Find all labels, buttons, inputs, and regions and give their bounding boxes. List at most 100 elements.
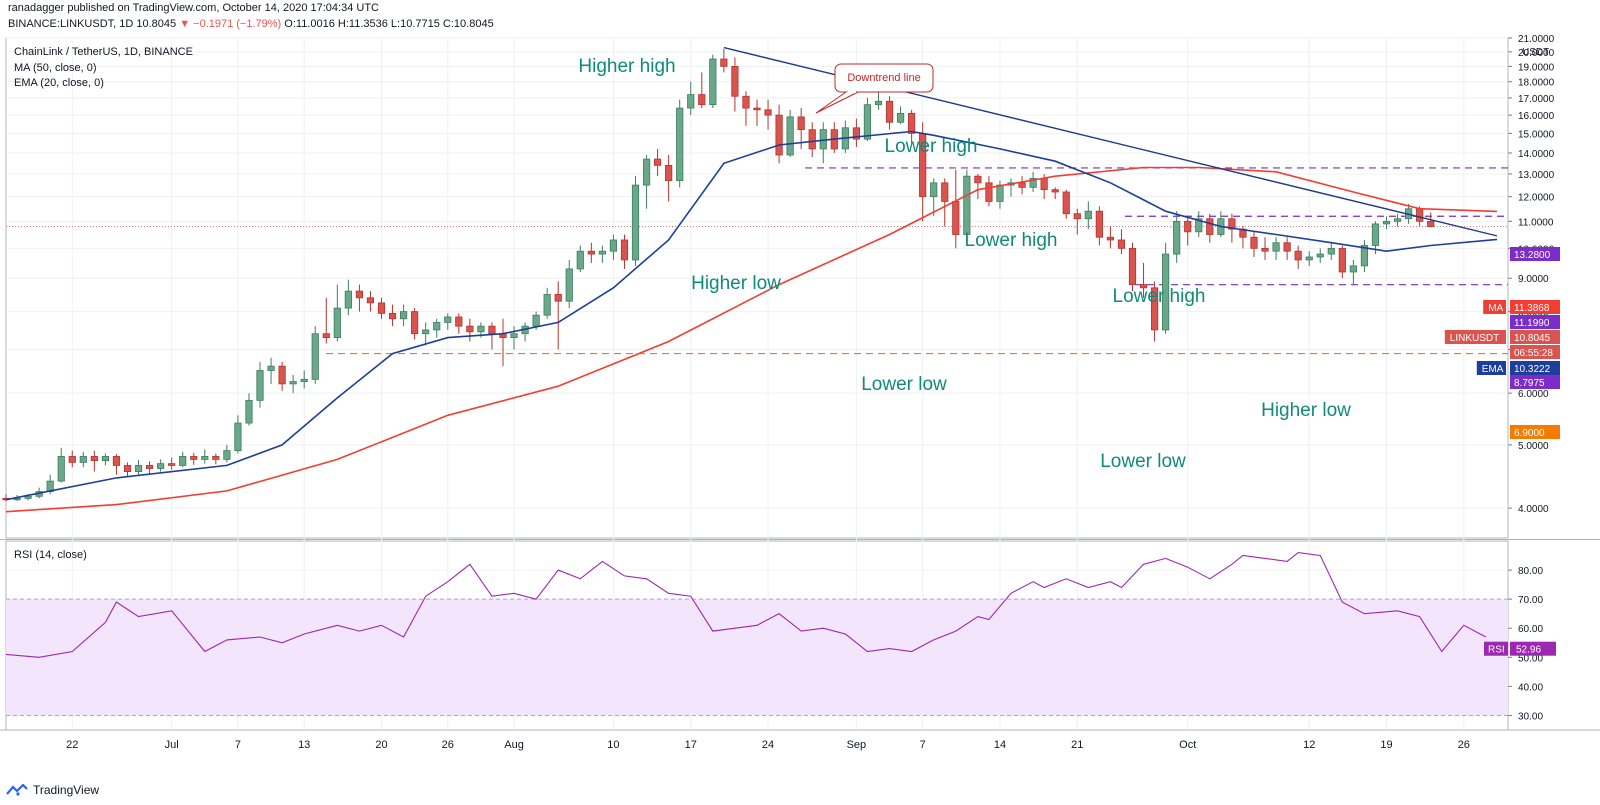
candle-down[interactable] <box>1040 177 1048 191</box>
candle-up[interactable] <box>598 250 606 255</box>
candle-up[interactable] <box>477 325 485 333</box>
candle-up[interactable] <box>79 456 87 463</box>
candle-down[interactable] <box>377 302 386 314</box>
candle-up[interactable] <box>101 456 109 462</box>
candle-down[interactable] <box>554 294 562 302</box>
candle-up[interactable] <box>344 290 352 309</box>
candle-up[interactable] <box>543 294 551 316</box>
candle-down[interactable] <box>665 164 673 181</box>
candle-down[interactable] <box>1150 287 1159 331</box>
candle-up[interactable] <box>234 422 242 451</box>
candle-up[interactable] <box>676 107 684 181</box>
candle-up[interactable] <box>1327 247 1335 255</box>
candle-down[interactable] <box>620 239 629 261</box>
candle-down[interactable] <box>411 311 419 335</box>
candle-down[interactable] <box>355 290 364 299</box>
candle-down[interactable] <box>808 129 816 150</box>
candle-down[interactable] <box>731 65 739 97</box>
candle-down[interactable] <box>123 465 132 473</box>
candle-up[interactable] <box>709 58 717 106</box>
candle-down[interactable] <box>1073 213 1081 220</box>
candle-up[interactable] <box>311 333 319 380</box>
candle-up[interactable] <box>1195 218 1203 233</box>
candle-down[interactable] <box>720 58 728 67</box>
candle-down[interactable] <box>366 297 375 304</box>
candle-down[interactable] <box>587 250 595 255</box>
candle-up[interactable] <box>631 184 640 261</box>
candles[interactable] <box>2 49 1435 502</box>
candle-down[interactable] <box>1139 284 1148 289</box>
candle-up[interactable] <box>1162 253 1170 331</box>
candle-down[interactable] <box>1250 236 1258 249</box>
candle-up[interactable] <box>245 399 253 424</box>
candle-down[interactable] <box>466 325 474 333</box>
candle-up[interactable] <box>201 456 209 460</box>
candle-up[interactable] <box>300 378 308 383</box>
candle-down[interactable] <box>908 112 916 134</box>
candle-up[interactable] <box>1305 256 1313 261</box>
candle-down[interactable] <box>1051 189 1059 193</box>
candle-down[interactable] <box>388 312 397 320</box>
candle-down[interactable] <box>190 456 198 460</box>
candle-up[interactable] <box>256 370 264 401</box>
candle-down[interactable] <box>145 465 154 469</box>
candle-up[interactable] <box>565 268 573 302</box>
candle-down[interactable] <box>1228 218 1236 230</box>
candle-up[interactable] <box>786 116 794 156</box>
candle-up[interactable] <box>223 450 231 460</box>
candle-up[interactable] <box>422 329 430 335</box>
candle-down[interactable] <box>112 456 121 466</box>
candle-down[interactable] <box>885 100 894 123</box>
candle-down[interactable] <box>852 127 860 140</box>
candle-down[interactable] <box>753 107 761 111</box>
candle-up[interactable] <box>642 158 651 186</box>
candle-down[interactable] <box>168 463 176 466</box>
candle-up[interactable] <box>24 495 32 499</box>
candle-up[interactable] <box>1393 218 1402 222</box>
candle-up[interactable] <box>930 182 938 198</box>
tradingview-logo[interactable]: TradingView <box>6 783 99 797</box>
candle-down[interactable] <box>941 182 949 202</box>
candle-up[interactable] <box>1173 220 1181 255</box>
candle-up[interactable] <box>874 100 883 106</box>
candle-up[interactable] <box>863 104 872 140</box>
candle-down[interactable] <box>952 201 960 235</box>
candle-up[interactable] <box>996 184 1004 202</box>
candle-up[interactable] <box>1382 220 1391 225</box>
candle-down[interactable] <box>654 158 662 166</box>
candle-up[interactable] <box>1084 210 1092 220</box>
candle-down[interactable] <box>775 114 783 156</box>
candle-down[interactable] <box>1294 250 1302 261</box>
candle-down[interactable] <box>985 182 993 202</box>
candle-up[interactable] <box>963 175 971 235</box>
candle-up[interactable] <box>57 456 65 482</box>
candle-up[interactable] <box>1360 245 1369 267</box>
candle-down[interactable] <box>742 95 750 109</box>
candle-down[interactable] <box>68 456 76 463</box>
candle-down[interactable] <box>1261 247 1269 252</box>
candle-up[interactable] <box>267 365 275 371</box>
candle-up[interactable] <box>399 311 408 320</box>
candle-up[interactable] <box>609 239 618 252</box>
candle-down[interactable] <box>1206 218 1214 235</box>
candle-up[interactable] <box>179 456 187 466</box>
candle-up[interactable] <box>1316 253 1324 258</box>
candle-down[interactable] <box>1062 191 1070 215</box>
candle-down[interactable] <box>1117 239 1126 249</box>
candle-down[interactable] <box>1018 182 1026 188</box>
candle-down[interactable] <box>1184 220 1192 233</box>
candle-down[interactable] <box>797 116 805 131</box>
candle-down[interactable] <box>1095 210 1103 238</box>
candle-up[interactable] <box>1371 223 1380 246</box>
candle-up[interactable] <box>576 250 584 270</box>
candle-down[interactable] <box>455 316 463 327</box>
candle-up[interactable] <box>134 465 143 473</box>
candle-down[interactable] <box>488 325 496 335</box>
candle-down[interactable] <box>90 456 98 462</box>
candle-up[interactable] <box>433 322 441 331</box>
candle-down[interactable] <box>974 175 982 184</box>
candle-down[interactable] <box>1128 247 1137 285</box>
candle-up[interactable] <box>510 333 518 338</box>
candle-down[interactable] <box>278 365 286 385</box>
